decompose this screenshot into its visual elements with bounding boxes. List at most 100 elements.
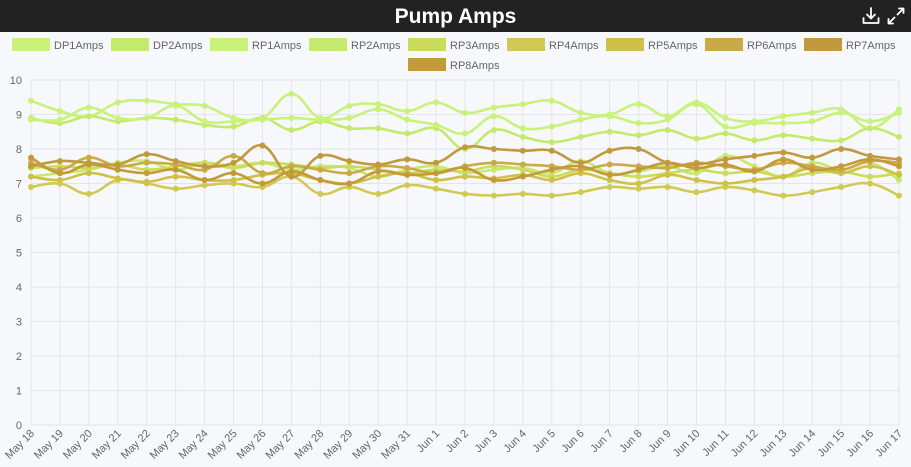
expand-icon[interactable] <box>885 5 907 27</box>
data-point[interactable] <box>664 183 671 190</box>
legend-item-dp2amps[interactable]: DP2Amps <box>111 38 203 52</box>
legend-item-dp1amps[interactable]: DP1Amps <box>12 38 104 52</box>
data-point[interactable] <box>490 159 497 166</box>
data-point[interactable] <box>751 152 758 159</box>
data-point[interactable] <box>722 156 729 163</box>
data-point[interactable] <box>230 118 237 125</box>
data-point[interactable] <box>490 146 497 152</box>
data-point[interactable] <box>490 113 497 120</box>
data-point[interactable] <box>404 171 411 178</box>
data-point[interactable] <box>896 109 902 116</box>
data-point[interactable] <box>577 163 584 170</box>
data-point[interactable] <box>722 170 729 177</box>
legend-item-rp7amps[interactable]: RP7Amps <box>804 38 896 52</box>
data-point[interactable] <box>375 101 382 108</box>
data-point[interactable] <box>780 120 787 127</box>
data-point[interactable] <box>288 114 295 121</box>
data-point[interactable] <box>867 118 874 125</box>
data-point[interactable] <box>780 156 787 163</box>
data-point[interactable] <box>548 166 555 173</box>
data-point[interactable] <box>664 164 671 171</box>
data-point[interactable] <box>606 128 613 135</box>
data-point[interactable] <box>433 159 440 166</box>
data-point[interactable] <box>490 127 497 134</box>
data-point[interactable] <box>664 116 671 123</box>
data-point[interactable] <box>490 104 497 111</box>
data-point[interactable] <box>693 164 700 171</box>
data-point[interactable] <box>635 132 642 139</box>
data-point[interactable] <box>751 120 758 127</box>
data-point[interactable] <box>722 123 729 130</box>
data-point[interactable] <box>867 156 874 163</box>
data-point[interactable] <box>780 192 787 199</box>
data-point[interactable] <box>751 187 758 194</box>
data-point[interactable] <box>490 192 497 199</box>
data-point[interactable] <box>838 163 845 170</box>
data-point[interactable] <box>143 159 150 166</box>
data-point[interactable] <box>577 189 584 196</box>
data-point[interactable] <box>375 125 382 132</box>
data-point[interactable] <box>201 102 208 109</box>
data-point[interactable] <box>230 164 237 171</box>
data-point[interactable] <box>143 151 150 158</box>
data-point[interactable] <box>548 177 555 184</box>
data-point[interactable] <box>288 168 295 175</box>
data-point[interactable] <box>56 116 63 123</box>
data-point[interactable] <box>462 144 468 151</box>
data-point[interactable] <box>809 118 816 125</box>
data-point[interactable] <box>28 97 34 104</box>
data-point[interactable] <box>56 177 63 184</box>
data-point[interactable] <box>230 170 237 177</box>
data-point[interactable] <box>722 180 729 187</box>
data-point[interactable] <box>577 116 584 123</box>
data-point[interactable] <box>375 168 382 175</box>
data-point[interactable] <box>85 113 92 120</box>
data-point[interactable] <box>56 170 63 177</box>
data-point[interactable] <box>172 166 179 173</box>
data-point[interactable] <box>28 116 34 123</box>
data-point[interactable] <box>433 185 440 192</box>
download-icon[interactable] <box>860 5 882 27</box>
data-point[interactable] <box>317 166 324 173</box>
data-point[interactable] <box>259 180 266 187</box>
data-point[interactable] <box>635 180 642 187</box>
data-point[interactable] <box>317 190 324 197</box>
data-point[interactable] <box>519 125 526 132</box>
data-point[interactable] <box>317 116 324 123</box>
data-point[interactable] <box>85 170 92 177</box>
data-point[interactable] <box>606 171 613 178</box>
data-point[interactable] <box>780 173 787 180</box>
data-point[interactable] <box>519 147 526 154</box>
data-point[interactable] <box>838 146 845 152</box>
data-point[interactable] <box>317 152 324 159</box>
data-point[interactable] <box>838 183 845 190</box>
data-point[interactable] <box>404 164 411 171</box>
data-point[interactable] <box>230 152 237 159</box>
data-point[interactable] <box>85 190 92 197</box>
data-point[interactable] <box>404 130 411 137</box>
data-point[interactable] <box>751 177 758 184</box>
data-point[interactable] <box>635 185 642 192</box>
data-point[interactable] <box>606 161 613 168</box>
legend-item-rp3amps[interactable]: RP3Amps <box>408 38 500 52</box>
data-point[interactable] <box>577 109 584 116</box>
data-point[interactable] <box>288 90 295 97</box>
data-point[interactable] <box>693 135 700 142</box>
data-point[interactable] <box>693 189 700 196</box>
data-point[interactable] <box>114 114 121 121</box>
data-point[interactable] <box>259 159 266 166</box>
data-point[interactable] <box>375 161 382 168</box>
data-point[interactable] <box>896 163 902 170</box>
data-point[interactable] <box>809 166 816 173</box>
data-point[interactable] <box>114 166 121 173</box>
data-point[interactable] <box>780 113 787 120</box>
data-point[interactable] <box>867 125 874 132</box>
data-point[interactable] <box>722 130 729 137</box>
data-point[interactable] <box>404 182 411 189</box>
data-point[interactable] <box>548 147 555 154</box>
data-point[interactable] <box>288 173 295 180</box>
data-point[interactable] <box>288 163 295 170</box>
data-point[interactable] <box>867 180 874 187</box>
data-point[interactable] <box>606 177 613 184</box>
data-point[interactable] <box>838 137 845 144</box>
